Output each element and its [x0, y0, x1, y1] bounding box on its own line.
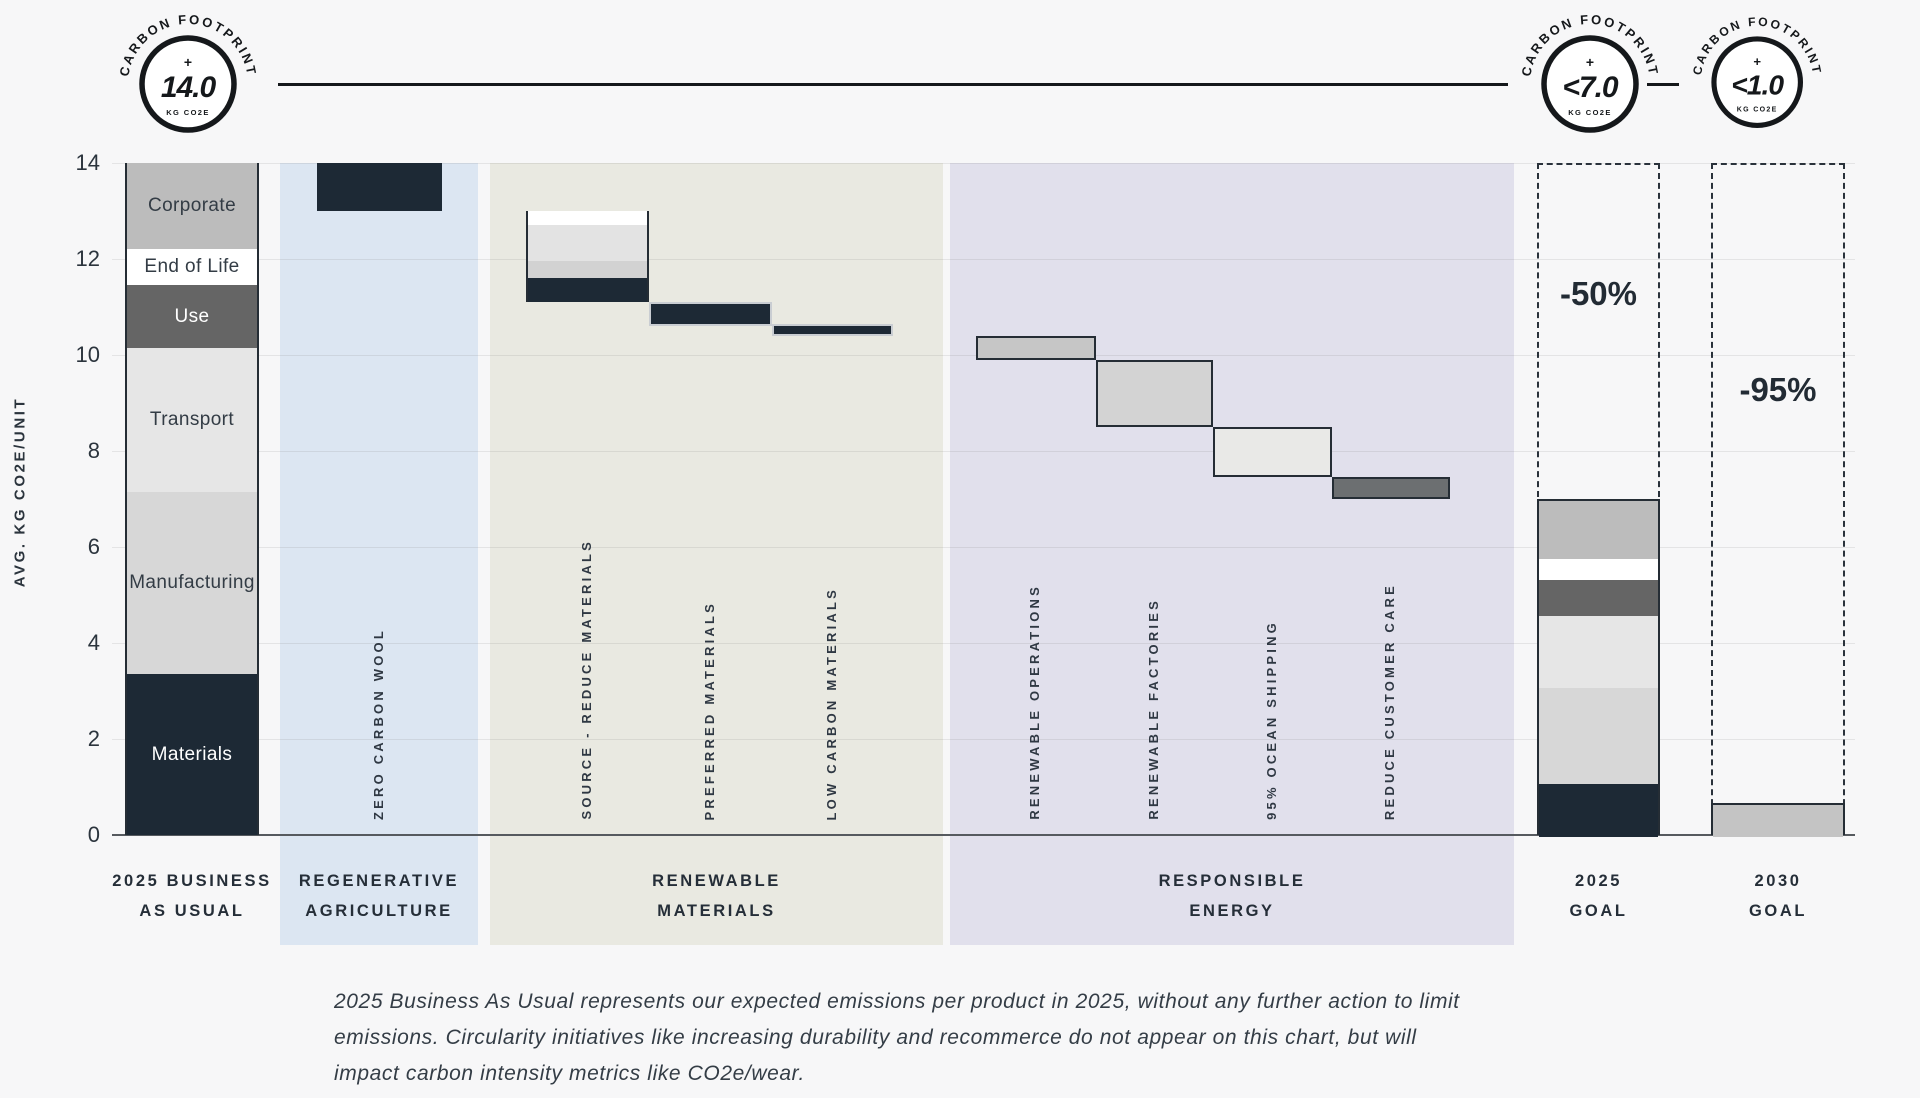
goal-stack-g25: [1537, 499, 1660, 837]
section-band-blue: [280, 163, 478, 945]
band-title-line: RESPONSIBLE: [1158, 872, 1306, 890]
segment-manufacturing: Manufacturing: [127, 491, 257, 675]
badge-connector-line: [278, 83, 1508, 86]
column-title-bau: 2025 BUSINESS AS USUAL: [112, 866, 271, 926]
band-title-beige: RENEWABLE MATERIALS: [652, 866, 781, 926]
svg-text:<7.0: <7.0: [1562, 71, 1619, 104]
layer-2: [528, 261, 647, 279]
section-band-purple: [950, 163, 1514, 945]
svg-text:KG CO2E: KG CO2E: [1737, 106, 1778, 113]
bar-label-reA: RENEWABLE OPERATIONS: [1027, 584, 1042, 820]
column-title-g25: 2025 GOAL: [1569, 866, 1627, 926]
gridline-y14: [112, 163, 1855, 164]
column-reD: [1332, 477, 1450, 499]
goal-box-g25: -50%: [1537, 163, 1660, 837]
carbon-footprint-badge-icon: CARBON FOOTPRINT+<1.0KG CO2E: [1690, 14, 1822, 128]
layer-3: [528, 278, 647, 303]
y-axis-title: AVG. KG CO2E/UNIT: [11, 396, 29, 588]
segment-use: Use: [127, 285, 257, 348]
badge-connector-dash: [1647, 83, 1679, 86]
goal-segment-transport: [1539, 616, 1658, 689]
bar-label-rm3: LOW CARBON MATERIALS: [823, 586, 839, 820]
layer-0: [528, 211, 647, 226]
column-title-line: GOAL: [1569, 902, 1628, 920]
svg-text:KG CO2E: KG CO2E: [166, 108, 210, 117]
band-title-line: REGENERATIVE: [298, 872, 460, 890]
x-axis-baseline: [112, 834, 1855, 836]
goal-box-g30: -95%: [1711, 163, 1845, 837]
band-title-blue: REGENERATIVE AGRICULTURE: [299, 866, 459, 926]
column-title-line: GOAL: [1748, 902, 1808, 920]
svg-text:KG CO2E: KG CO2E: [1568, 108, 1612, 117]
y-tick-label: 10: [75, 342, 100, 367]
column-title-line: 2025: [1574, 872, 1623, 890]
footnote-line: impact carbon intensity metrics like CO2…: [334, 1062, 805, 1085]
y-tick-label: 4: [87, 630, 100, 655]
bar-label-reB: RENEWABLE FACTORIES: [1145, 598, 1161, 820]
goal-segment-end-of-life: [1539, 558, 1658, 581]
carbon-footprint-badge-icon: CARBON FOOTPRINT+14.0KG CO2E: [116, 12, 257, 133]
footnote-line: emissions. Circularity initiatives like …: [334, 1026, 1417, 1049]
column-rm2: [649, 302, 772, 327]
column-rm1: [526, 211, 649, 303]
band-title-line: MATERIALS: [657, 902, 776, 920]
band-title-line: RENEWABLE: [652, 872, 781, 890]
svg-text:+: +: [1586, 54, 1594, 70]
layer-1: [528, 225, 647, 262]
svg-text:+: +: [1753, 54, 1761, 69]
svg-text:14.0: 14.0: [161, 71, 217, 104]
badge-current: CARBON FOOTPRINT +14.0 KG CO2E: [108, 4, 268, 164]
badge-goal-2030: CARBON FOOTPRINT + <1.0 KG CO2E: [1682, 7, 1832, 157]
y-tick-label: 2: [87, 726, 100, 751]
goal-segment-corporate: [1539, 501, 1658, 559]
y-tick-label: 12: [75, 246, 100, 271]
column-title-line: AS USUAL: [139, 902, 245, 920]
carbon-footprint-badge-icon: CARBON FOOTPRINT+<7.0KG CO2E: [1518, 12, 1659, 133]
footnote-line: 2025 Business As Usual represents our ex…: [334, 990, 1460, 1013]
y-tick-label: 0: [87, 822, 100, 847]
goal-annotation-g30: -95%: [1739, 370, 1817, 408]
band-title-purple: RESPONSIBLE ENERGY: [1159, 866, 1306, 926]
gridline-y6: [112, 547, 1855, 548]
column-regen: [317, 163, 442, 211]
goal-annotation-g25: -50%: [1559, 274, 1638, 312]
segment-end-of-life: End of Life: [127, 249, 257, 286]
column-title-g30: 2030 GOAL: [1749, 866, 1807, 926]
y-tick-label: 8: [87, 438, 100, 463]
goal-segment-materials: [1539, 784, 1658, 837]
badge-goal-2025: CARBON FOOTPRINT + <7.0 KG CO2E: [1510, 4, 1670, 164]
segment-materials: Materials: [127, 674, 257, 835]
svg-text:<1.0: <1.0: [1731, 68, 1784, 100]
goal-segment-2030-footprint: [1713, 804, 1843, 837]
y-tick-label: 14: [75, 150, 100, 175]
bar-label-reC: 95% OCEAN SHIPPING: [1263, 620, 1279, 820]
bar-label-regen: ZERO CARBON WOOL: [370, 627, 386, 820]
segment-transport: Transport: [127, 347, 257, 492]
bar-label-reD: REDUCE CUSTOMER CARE: [1382, 582, 1397, 820]
goal-segment-use: [1539, 580, 1658, 617]
gridline-y4: [112, 643, 1855, 644]
goal-stack-g30: [1711, 802, 1845, 837]
band-title-line: ENERGY: [1189, 902, 1275, 920]
band-title-line: AGRICULTURE: [305, 902, 453, 920]
segment-corporate: Corporate: [127, 163, 257, 250]
column-reB: [1096, 359, 1213, 427]
bar-label-rm1: SOURCE - REDUCE MATERIALS: [578, 539, 594, 820]
goal-segment-manufacturing: [1539, 688, 1658, 785]
svg-text:+: +: [184, 54, 192, 70]
bar-label-rm2: PREFERRED MATERIALS: [701, 600, 717, 820]
column-rm3: [772, 323, 893, 336]
column-reA: [976, 335, 1096, 360]
column-title-line: 2030: [1754, 872, 1802, 890]
y-tick-label: 6: [87, 534, 100, 559]
footnote: 2025 Business As Usual represents our ex…: [334, 984, 1460, 1092]
gridline-y8: [112, 451, 1855, 452]
gridline-y12: [112, 259, 1855, 260]
gridline-y2: [112, 739, 1855, 740]
column-bau: Materials Manufacturing Transport Use End of…: [125, 163, 259, 835]
column-title-line: 2025 BUSINESS: [112, 872, 272, 890]
column-reC: [1213, 427, 1332, 478]
